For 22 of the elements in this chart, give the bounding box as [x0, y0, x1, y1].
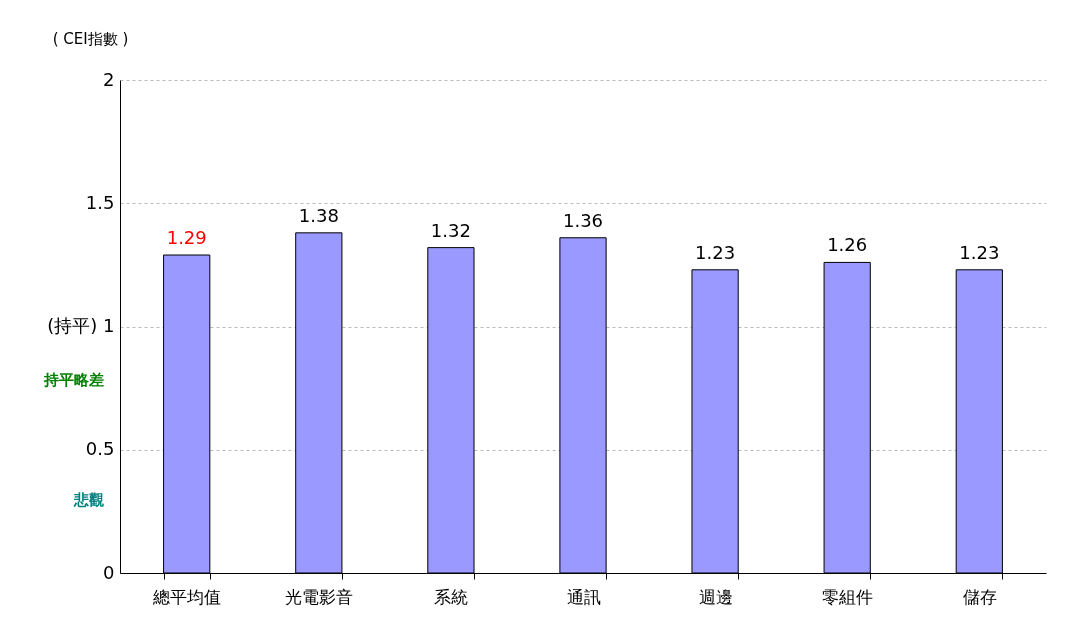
text: 持平略差: [43, 371, 104, 389]
data-label: 1.26: [827, 234, 868, 256]
data-label: 1.32: [430, 219, 471, 241]
x-tick-label: 系統: [434, 586, 469, 607]
x-tick-label: 零組件: [822, 586, 874, 607]
y-tick-label: 1.5: [85, 191, 115, 213]
y-tick-label: 2: [103, 68, 115, 90]
data-label: 1.29: [166, 227, 207, 249]
data-label: 1.38: [298, 204, 339, 226]
y-axis-title: ( CEI指數 ): [52, 29, 129, 48]
y-tick-label: 0: [103, 561, 115, 583]
x-tick-label: 週邊: [698, 586, 733, 607]
y-tick-label: 0.5: [85, 438, 115, 460]
x-tick-label: 光電影音: [285, 586, 354, 607]
y-tick-label: (持平) 1: [47, 315, 115, 336]
data-label: 1.23: [959, 241, 1000, 263]
text: 悲觀: [73, 491, 104, 509]
data-label: 1.36: [562, 209, 604, 231]
x-tick-label: 總平均值: [152, 586, 222, 607]
x-tick-label: 儲存: [962, 586, 997, 607]
x-tick-label: 通訊: [566, 586, 601, 607]
data-label: 1.23: [695, 241, 736, 263]
